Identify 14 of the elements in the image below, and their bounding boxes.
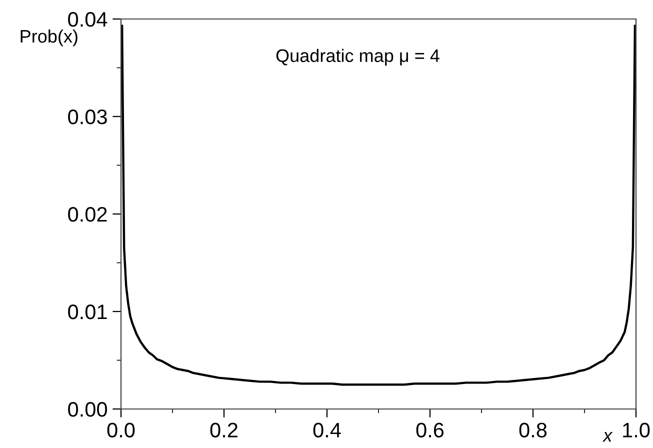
x-axis-title: x [602,432,613,442]
x-tick-label: 0.6 [416,422,444,438]
x-tick-label: 0.4 [313,422,341,438]
y-tick-label: 0.02 [68,207,107,222]
y-axis-title: Prob(x) [20,29,78,46]
y-tick-label: 0.03 [68,110,107,124]
x-tick-label: 0.0 [107,422,135,438]
x-tick-label: 0.2 [210,422,238,438]
x-tick-label: 0.8 [519,422,547,438]
y-tick-label: 0.00 [68,402,107,417]
y-tick-label: 0.01 [68,304,107,320]
annotation: Quadratic map μ = 4 [276,48,440,66]
y-tick-label: 0.04 [68,12,108,27]
x-tick-label: 1.0 [623,422,650,438]
